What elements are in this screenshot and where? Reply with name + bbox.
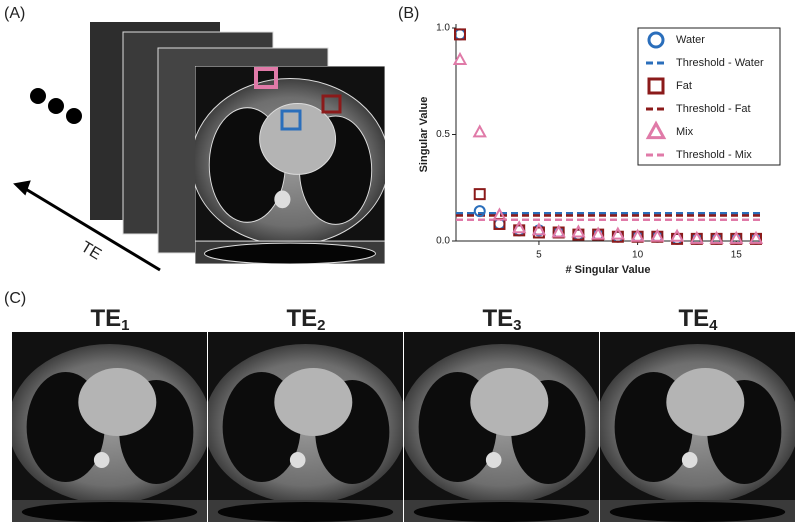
point (512, 220, 527, 234)
x-tick-label: 10 (632, 250, 644, 261)
te-label: TE3 (482, 305, 521, 334)
te-arrow (23, 186, 161, 272)
panel-label: (B) (398, 5, 419, 22)
dot (30, 88, 46, 104)
legend-marker (647, 77, 665, 95)
y-tick-label: 0.0 (436, 236, 450, 247)
point (709, 230, 724, 244)
panel-label: (A) (4, 5, 25, 22)
legend-label: Threshold - Fat (676, 103, 751, 115)
legend-label: Water (676, 34, 705, 46)
dot (48, 98, 64, 114)
y-tick-label: 0.5 (436, 129, 450, 140)
mri-image (12, 332, 207, 522)
legend-label: Threshold - Water (676, 57, 764, 69)
point (669, 228, 685, 242)
point (473, 188, 486, 201)
te-sub: 3 (513, 317, 521, 334)
dot (66, 108, 82, 124)
legend-box (637, 27, 781, 166)
point (472, 124, 487, 138)
te-sub: 1 (121, 317, 129, 334)
te-base: TE (90, 305, 121, 332)
mri-image (208, 332, 403, 522)
point (630, 228, 645, 242)
point (454, 28, 466, 41)
panel-label: (C) (4, 290, 26, 307)
point (551, 224, 566, 238)
te-label: TE1 (90, 305, 129, 334)
point (689, 230, 704, 244)
te-base: TE (286, 305, 317, 332)
roi-mix (254, 67, 278, 89)
point (493, 217, 506, 230)
legend-label: Threshold - Mix (676, 149, 752, 161)
mri-image (600, 332, 795, 522)
y-tick-label: 1.0 (436, 23, 450, 34)
x-tick-label: 15 (731, 250, 743, 261)
legend-label: Fat (676, 80, 692, 92)
legend-marker (647, 31, 665, 49)
point (452, 51, 468, 65)
point (571, 224, 586, 238)
te-base: TE (482, 305, 513, 332)
roi-water (280, 109, 302, 131)
arrow-head (13, 180, 31, 196)
point (748, 230, 764, 244)
te-label: TE2 (286, 305, 325, 334)
point (729, 230, 744, 244)
y-axis-label: Singular Value (418, 97, 430, 173)
point (492, 207, 507, 221)
arrow-label: TE (78, 238, 104, 263)
te-label: TE4 (678, 305, 718, 334)
te-sub: 2 (317, 317, 325, 334)
mri-slice (195, 66, 385, 264)
point (473, 205, 486, 218)
legend-label: Mix (676, 126, 694, 138)
mri-image (404, 332, 599, 522)
legend-marker (645, 120, 667, 140)
te-sub: 4 (709, 317, 718, 334)
point (610, 226, 626, 240)
point (650, 228, 665, 242)
x-tick-label: 5 (536, 250, 542, 261)
x-axis-label: # Singular Value (566, 264, 651, 276)
point (531, 222, 547, 236)
te-base: TE (678, 305, 709, 332)
point (590, 226, 606, 240)
roi-fat (321, 94, 342, 114)
